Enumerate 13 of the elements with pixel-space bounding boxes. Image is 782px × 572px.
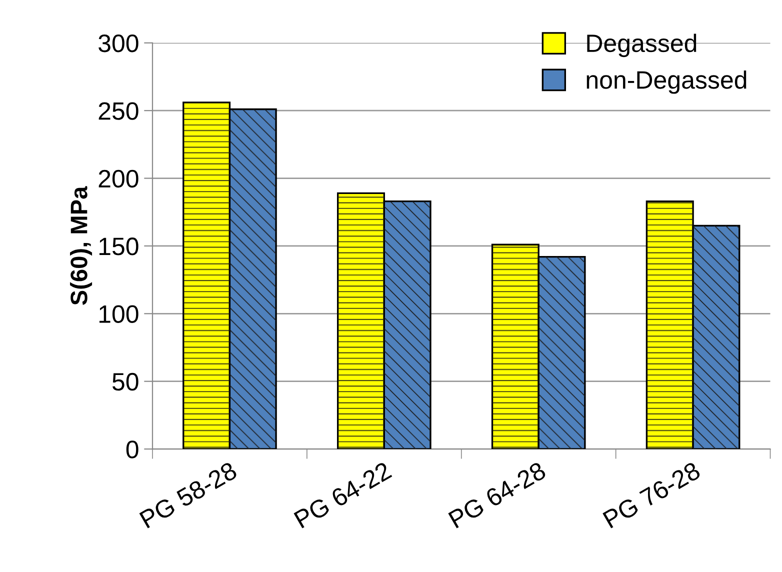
x-tick-label: PG 64-22 (294, 461, 392, 529)
y-tick-label: 150 (99, 238, 138, 256)
legend-label: Degassed (587, 34, 696, 58)
y-tick-label: 50 (112, 372, 138, 391)
y-tick-label: 200 (98, 170, 138, 188)
y-axis-title: S(60), MPa (70, 186, 92, 305)
y-tick-label: 250 (98, 102, 138, 120)
y-tick-label: 100 (99, 305, 138, 323)
legend-label: non-Degassed (586, 70, 746, 94)
y-tick-label: 0 (126, 440, 138, 458)
x-tick-label: PG 76-28 (602, 461, 702, 529)
y-tick-label: 300 (98, 34, 138, 52)
x-tick-label: PG 64-28 (448, 461, 547, 529)
